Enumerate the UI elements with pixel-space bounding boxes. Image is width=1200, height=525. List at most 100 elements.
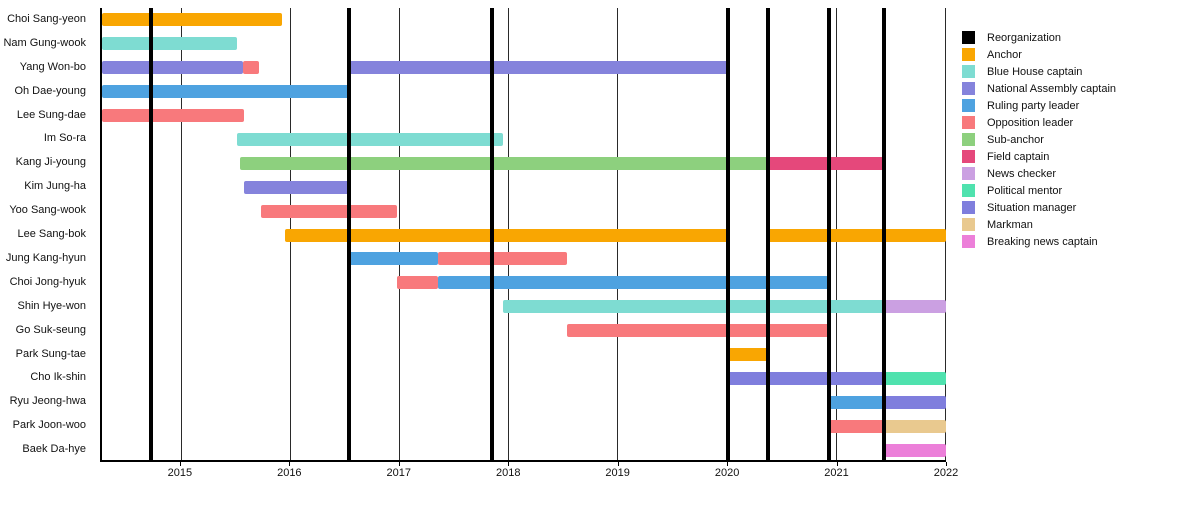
legend-color-swatch-icon [962,99,975,112]
person-label: Kim Jung-ha [24,180,86,193]
tenure-bar-ruling [348,252,439,266]
tenure-bar-field [768,156,884,170]
person-label: Oh Dae-young [14,84,86,97]
person-label: Choi Jong-hyuk [9,275,86,288]
legend-item-label: Situation manager [987,201,1077,214]
person-label: Jung Kang-hyun [5,251,86,264]
axis-tick-label: 2020 [714,467,740,479]
axis-tick-label: 2017 [386,467,412,479]
tenure-bar-blue_house [102,37,238,51]
reorganization-line [149,8,154,460]
tenure-bar-ruling [438,276,830,290]
tenure-bar-assembly [348,61,728,75]
legend-color-swatch-icon [962,235,975,248]
legend-color-swatch-icon [962,48,975,61]
person-label: Shin Hye-won [17,299,86,312]
legend: Reorganization Anchor Blue House captain Na… [962,29,1116,250]
person-label: Kang Ji-young [15,156,86,169]
legend-item-blue_house: Blue House captain [962,63,1116,80]
person-label: Im So-ra [43,132,86,145]
person-label: Ryu Jeong-hwa [9,395,86,408]
x-axis: 2015 2016 2017 2018 2019 2020 2021 2022 [100,462,958,482]
axis-tick [946,462,947,466]
legend-color-swatch-icon [962,218,975,231]
tenure-bar-ruling [102,85,349,99]
tenure-bar-ruling [829,395,884,409]
legend-item-news_checker: News checker [962,165,1116,182]
tenure-bar-assembly [102,61,243,75]
legend-item-label: Opposition leader [987,116,1074,129]
axis-tick-label: 2016 [277,467,302,479]
legend-item-assembly: National Assembly captain [962,80,1116,97]
legend-item-markman: Markman [962,216,1116,233]
tenure-bar-news_checker [883,300,946,314]
axis-tick-label: 2015 [167,467,193,479]
legend-item-label: Blue House captain [987,65,1083,78]
legend-color-swatch-icon [962,150,975,163]
axis-tick-label: 2022 [933,467,959,479]
person-label: Choi Sang-yeon [7,13,86,25]
legend-item-mentor: Political mentor [962,182,1116,199]
tenure-bar-markman [883,419,946,433]
legend-color-swatch-icon [962,116,975,129]
axis-tick [727,462,729,466]
axis-tick [289,462,291,466]
legend-item-situation: Situation manager [962,199,1116,216]
person-label: Lee Sung-dae [16,108,86,121]
legend-item-label: Breaking news captain [987,235,1098,248]
legend-color-swatch-icon [962,133,975,146]
legend-item-label: Field captain [987,150,1050,163]
legend-item-subanchor: Sub-anchor [962,131,1116,148]
axis-tick [836,462,838,466]
reorganization-line [766,8,771,460]
legend-color-swatch-icon [962,82,975,95]
tenure-bar-opposition [242,61,260,75]
person-label: Yoo Sang-wook [9,204,86,217]
person-label: Lee Sang-bok [17,228,87,241]
axis-tick-label: 2019 [605,467,630,479]
legend-color-swatch-icon [962,201,975,214]
tenure-bar-blue_house [237,132,503,146]
tenure-bar-opposition [261,204,397,218]
tenure-bar-anchor [727,347,769,361]
person-label: Yang Won-bo [19,60,86,73]
person-labels-column: Choi Sang-yeon Nam Gung-wook Yang Won-bo Oh… [0,8,93,462]
legend-color-swatch-icon [962,167,975,180]
tenure-bar-opposition [102,109,244,123]
legend-item-field: Field captain [962,148,1116,165]
person-label: Park Joon-woo [12,419,86,432]
legend-item-anchor: Anchor [962,46,1116,63]
tenure-bar-situation [883,395,946,409]
plot-area [100,8,946,462]
tenure-bar-subanchor [239,156,769,170]
legend-item-opposition: Opposition leader [962,114,1116,131]
legend-item-ruling: Ruling party leader [962,97,1116,114]
tenure-bar-blue_house [502,300,884,314]
legend-item-label: Markman [987,218,1033,231]
legend-item-label: Reorganization [987,31,1061,44]
axis-tick [508,462,510,466]
person-label: Park Sung-tae [15,347,86,360]
legend-color-swatch-icon [962,184,975,197]
tenure-bar-assembly [243,180,349,194]
reorganization-line [881,8,886,460]
legend-item-label: News checker [987,167,1057,180]
legend-color-swatch-icon [962,31,975,44]
legend-item-label: National Assembly captain [987,82,1117,95]
legend-item-reorganization: Reorganization [962,29,1116,46]
tenure-bar-breaking [883,443,946,457]
person-label: Nam Gung-wook [3,36,86,49]
legend-item-label: Anchor [987,48,1022,61]
legend-color-swatch-icon [962,65,975,78]
tenure-bar-opposition [829,419,884,433]
legend-item-label: Sub-anchor [987,133,1044,146]
tenure-bar-situation [727,371,884,385]
legend-item-label: Ruling party leader [987,99,1080,112]
reorganization-line [725,8,730,460]
tenure-bar-anchor [285,228,728,242]
legend-item-breaking: Breaking news captain [962,233,1116,250]
axis-tick-label: 2018 [495,467,521,479]
tenure-bar-opposition [438,252,568,266]
tenure-bar-anchor [102,13,283,27]
